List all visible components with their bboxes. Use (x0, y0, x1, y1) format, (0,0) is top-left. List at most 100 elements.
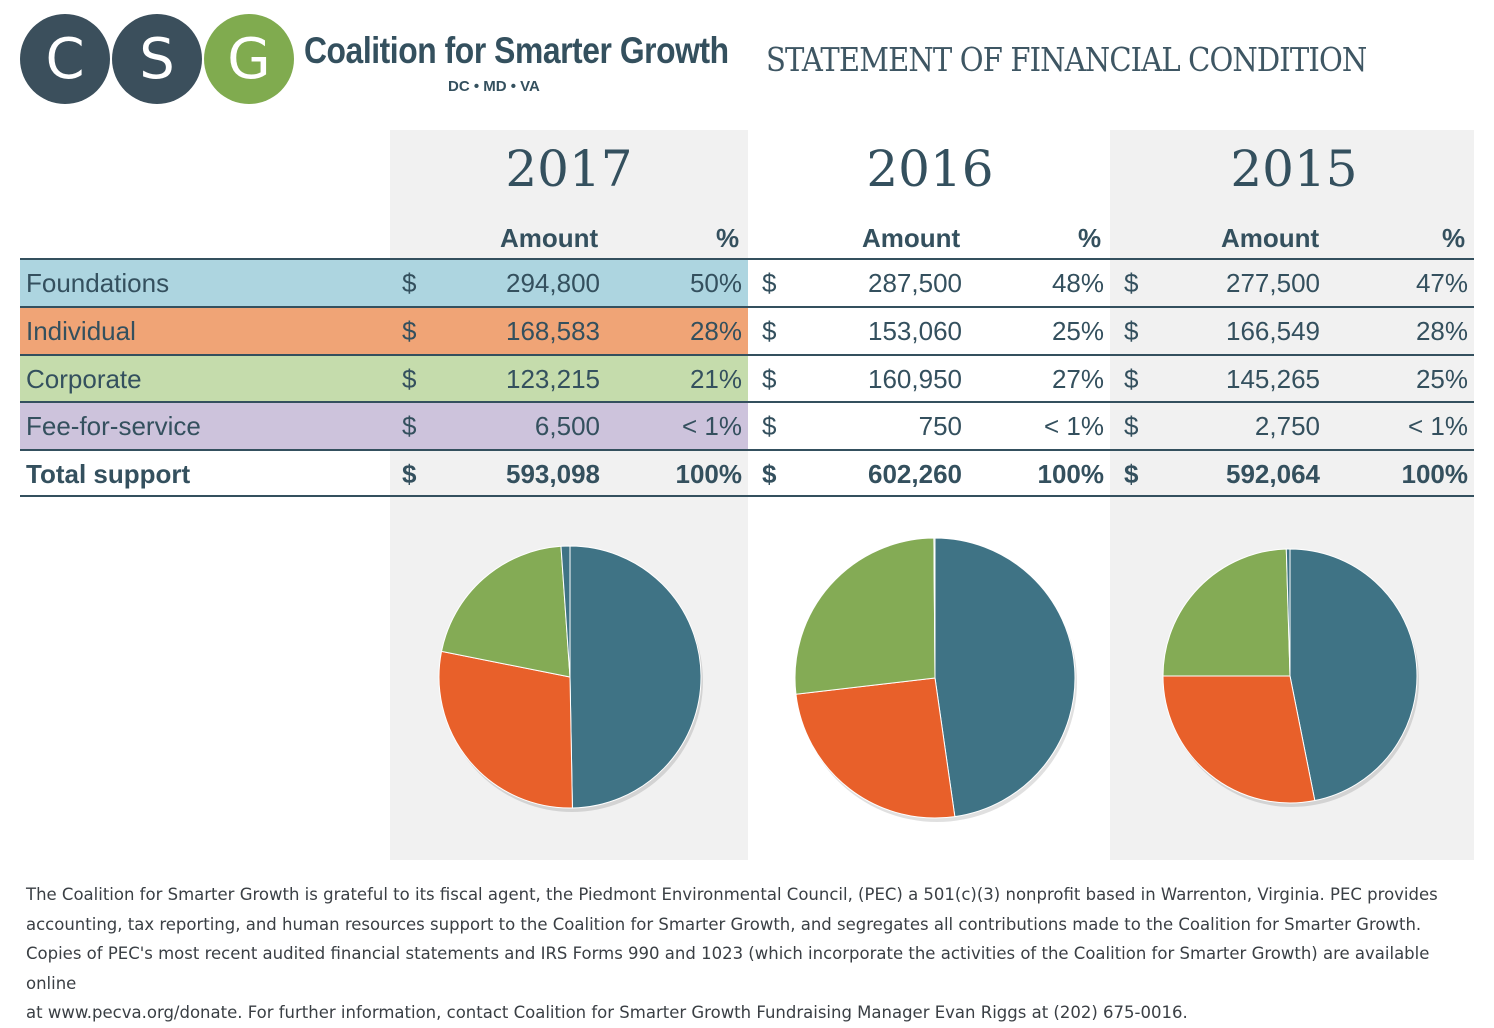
row-highlight (20, 356, 748, 402)
table-row-individual: Individual $ 168,583 28% $ 153,060 25% $… (20, 308, 1474, 354)
currency-symbol: $ (1124, 364, 1139, 394)
pct-header-2016: % (1078, 223, 1102, 253)
organization-name: Coalition for Smarter Growth (304, 30, 729, 71)
pct-2016: 48% (1051, 268, 1104, 298)
amount-2015: 166,549 (1226, 316, 1320, 346)
amount-2017: 294,800 (506, 268, 600, 298)
currency-symbol: $ (402, 268, 417, 298)
table-rule (20, 258, 1474, 260)
pie-chart-2015 (1162, 548, 1419, 807)
pct-2015: 100% (1401, 459, 1469, 489)
currency-symbol: $ (1124, 459, 1139, 489)
currency-symbol: $ (762, 459, 777, 489)
footer-line: The Coalition for Smarter Growth is grat… (26, 885, 1438, 904)
footer-line: at www.pecva.org/donate. For further inf… (26, 1003, 1188, 1022)
amount-2015: 145,265 (1226, 364, 1320, 394)
pie-slice-foundations (569, 545, 702, 809)
csg-logo: C S G Coalition for Smarter Growth DC • … (20, 14, 729, 106)
pie-slice-corporate (1162, 548, 1291, 677)
pie-slice-corporate (440, 545, 571, 678)
table-rule (20, 449, 1474, 451)
currency-symbol: $ (402, 316, 417, 346)
amount-header-2017: Amount (500, 223, 599, 253)
pct-2016: 100% (1037, 459, 1105, 489)
row-highlight (20, 260, 748, 306)
footer-line: accounting, tax reporting, and human res… (26, 914, 1422, 934)
amount-2015: 2,750 (1254, 411, 1320, 441)
currency-symbol: $ (762, 364, 777, 394)
logo-g-circle: G (204, 14, 294, 104)
currency-symbol: $ (402, 364, 417, 394)
amount-2016: 750 (918, 411, 962, 441)
currency-symbol: $ (402, 459, 417, 489)
amount-2017: 593,098 (506, 459, 600, 489)
table-row-fee-for-service: Fee-for-service $ 6,500 < 1% $ 750 < 1% … (20, 403, 1474, 449)
currency-symbol: $ (762, 268, 777, 298)
table-rule (20, 354, 1474, 356)
pct-2017: < 1% (682, 411, 742, 441)
amount-2017: 6,500 (534, 411, 600, 441)
currency-symbol: $ (1124, 268, 1139, 298)
year-header-2016: 2016 (866, 140, 994, 198)
pct-2015: 47% (1415, 268, 1468, 298)
amount-2016: 287,500 (868, 268, 962, 298)
amount-header-2016: Amount (862, 223, 961, 253)
pie-slice-fee-for-service (1285, 548, 1291, 677)
pie-slice-foundations (1289, 548, 1418, 802)
currency-symbol: $ (762, 316, 777, 346)
pct-2015: < 1% (1408, 411, 1468, 441)
organization-region: DC • MD • VA (448, 78, 540, 95)
logo-s-circle: S (112, 14, 202, 104)
pct-header-2017: % (716, 223, 740, 253)
table-rule (20, 401, 1474, 403)
pct-2017: 28% (689, 316, 742, 346)
pct-2016: 27% (1051, 364, 1104, 394)
row-highlight (20, 308, 748, 354)
currency-symbol: $ (762, 411, 777, 441)
pct-2016: 25% (1051, 316, 1104, 346)
amount-header-2015: Amount (1221, 223, 1320, 253)
table-row-total: Total support $ 593,098 100% $ 602,260 1… (20, 451, 1474, 497)
row-label: Corporate (26, 364, 142, 394)
table-row-corporate: Corporate $ 123,215 21% $ 160,950 27% $ … (20, 356, 1474, 402)
year-header-2015: 2015 (1230, 140, 1358, 198)
pct-2016: < 1% (1044, 411, 1104, 441)
pct-2017: 50% (689, 268, 742, 298)
pie-slice-foundations (934, 537, 1076, 818)
pct-2017: 21% (689, 364, 742, 394)
pct-header-2015: % (1442, 223, 1466, 253)
pie-slice-fee-for-service (933, 537, 936, 679)
pie-slice-corporate (794, 537, 936, 695)
currency-symbol: $ (1124, 316, 1139, 346)
footer-line: Copies of PEC's most recent audited fina… (26, 944, 1430, 993)
amount-2016: 602,260 (868, 459, 962, 489)
footer-disclosure: The Coalition for Smarter Growth is grat… (26, 880, 1476, 1028)
pct-2015: 28% (1415, 316, 1468, 346)
pie-slice-individual (1162, 675, 1316, 804)
row-label: Foundations (26, 268, 170, 298)
amount-2015: 592,064 (1226, 459, 1320, 489)
row-label: Total support (26, 459, 191, 489)
pie-chart-2016 (794, 537, 1077, 822)
row-label: Individual (26, 316, 136, 346)
amount-2017: 123,215 (506, 364, 600, 394)
pct-2015: 25% (1415, 364, 1468, 394)
pie-chart-2017 (438, 545, 703, 812)
table-rule (20, 495, 1474, 497)
pct-2017: 100% (675, 459, 743, 489)
amount-2016: 160,950 (868, 364, 962, 394)
amount-2016: 153,060 (868, 316, 962, 346)
table-row-foundations: Foundations $ 294,800 50% $ 287,500 48% … (20, 260, 1474, 306)
amount-2017: 168,583 (506, 316, 600, 346)
year-header-2017: 2017 (505, 140, 633, 198)
row-highlight (20, 403, 748, 449)
pie-slice-fee-for-service (560, 545, 571, 678)
pie-slice-individual (795, 677, 956, 819)
currency-symbol: $ (402, 411, 417, 441)
logo-c-circle: C (20, 14, 110, 104)
currency-symbol: $ (1124, 411, 1139, 441)
amount-2015: 277,500 (1226, 268, 1320, 298)
table-rule (20, 306, 1474, 308)
row-label: Fee-for-service (26, 411, 201, 441)
page-title: STATEMENT OF FINANCIAL CONDITION (766, 40, 1367, 79)
